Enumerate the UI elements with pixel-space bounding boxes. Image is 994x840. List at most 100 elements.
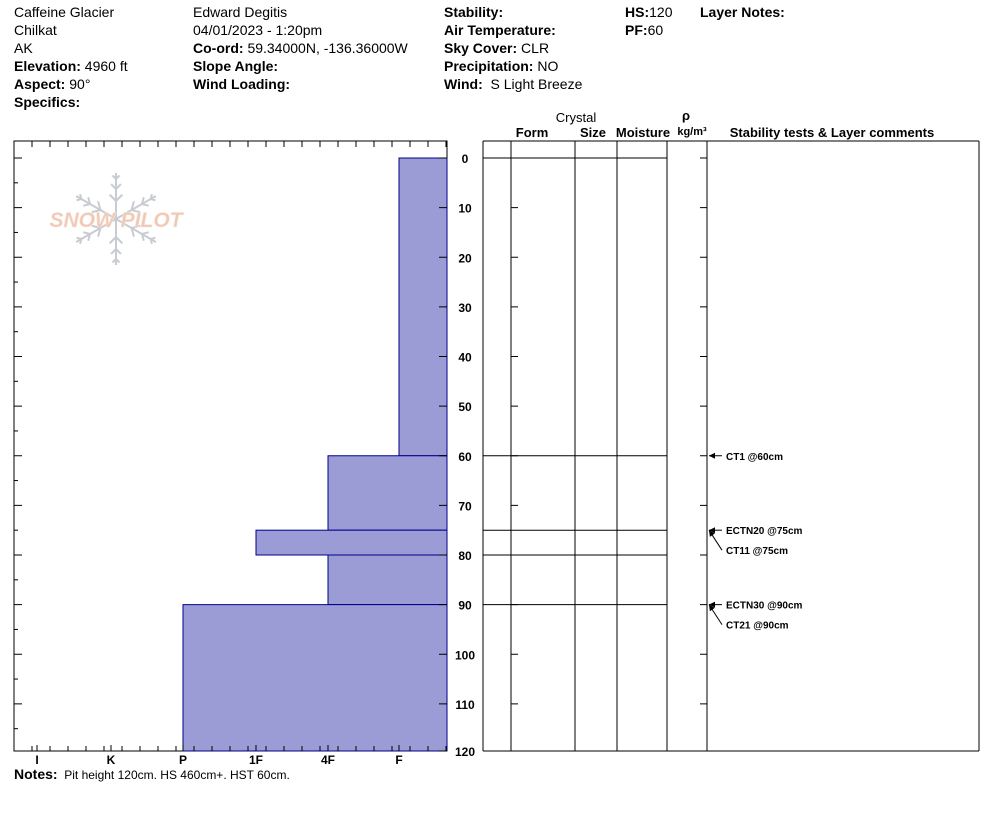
test-arrowhead (709, 452, 715, 459)
density-symbol: ρ (682, 108, 690, 123)
notes-row: Notes: Pit height 120cm. HS 460cm+. HST … (14, 766, 290, 782)
air-temp-label: Air Temperature: (444, 22, 556, 38)
snowflake-branch (115, 183, 122, 190)
snowflake-branch (91, 224, 101, 229)
snowflake-arm (115, 195, 157, 220)
snowflake-branch (149, 193, 153, 200)
snowflake-arm (115, 218, 157, 243)
depth-tick-label: 20 (458, 251, 472, 265)
hardness-bar (327, 455, 448, 531)
snowflake-branch (131, 224, 141, 229)
wind-loading-row: Wind Loading: (193, 75, 408, 93)
depth-tick-label: 40 (458, 351, 472, 365)
test-label: CT1 @60cm (726, 452, 783, 463)
snowflake-branch (141, 233, 145, 242)
stability-test: CT21 @90cm (708, 604, 789, 632)
snowflake-branch (141, 231, 150, 235)
depth-axis: 0 10 20 30 40 50 60 70 80 90 100 110 120 (439, 152, 475, 759)
hardness-tick-label: K (107, 753, 116, 767)
moisture-header: Moisture (616, 125, 670, 140)
snowflake-branch (130, 201, 135, 211)
stability-test: ECTN30 @90cm (709, 601, 803, 612)
snowflake-branch (76, 198, 82, 202)
depth-tick-label: 100 (455, 648, 475, 662)
stability-test: ECTN20 @75cm (709, 526, 803, 537)
wind-loading-label: Wind Loading: (193, 76, 291, 92)
sky-label: Sky Cover: (444, 40, 518, 56)
snowflake-branch (111, 174, 117, 180)
hardness-axis: I K P 1F 4F F (13, 141, 447, 767)
snowflake-branch (82, 231, 91, 235)
hardness-tick-label: 4F (321, 753, 335, 767)
snowflake-branch (108, 236, 117, 245)
location-name: Caffeine Glacier (14, 4, 115, 20)
hardness-bar (255, 529, 448, 556)
aspect-value: 90° (69, 76, 91, 92)
snowflake-branch (87, 196, 91, 205)
depth-tick-label: 50 (458, 400, 472, 414)
snowflake-icon (75, 173, 157, 265)
form-header: Form (516, 125, 549, 140)
snowflake-branch (76, 236, 82, 240)
test-arrowhead (709, 527, 715, 534)
stability-row: Stability: (444, 3, 582, 21)
snowflake-branch (82, 203, 91, 207)
hardness-bar (327, 554, 448, 606)
pf-label: PF: (625, 22, 648, 38)
hs-row: HS:120 (625, 3, 672, 21)
snowflake-branch (97, 201, 102, 211)
observer-name: Edward Degitis (193, 4, 288, 20)
depth-tick-label: 30 (458, 301, 472, 315)
elevation-row: Elevation: 4960 ft (14, 57, 128, 75)
comments-header: Stability tests & Layer comments (730, 125, 934, 140)
stability-test: CT11 @75cm (708, 529, 788, 557)
mountain-range: Chilkat (14, 22, 57, 38)
depth-block: HS:120 PF:60 (625, 3, 672, 39)
pf-value: 60 (647, 22, 664, 38)
notes-label: Notes: (14, 766, 58, 782)
snowflake-branch (141, 203, 150, 207)
snowflake-branch (150, 198, 156, 202)
depth-tick-label: 0 (462, 152, 469, 166)
conditions-block: Stability: Air Temperature: Sky Cover: C… (444, 3, 582, 93)
elevation-value: 4960 ft (84, 58, 128, 74)
snowflake-branch (79, 238, 83, 245)
test-label: CT21 @90cm (726, 621, 789, 632)
depth-tick-label: 90 (458, 599, 472, 613)
test-label: ECTN30 @90cm (726, 601, 803, 612)
hardness-bars (182, 157, 448, 752)
depth-tick-label: 60 (458, 450, 472, 464)
snowflake-branch (87, 233, 91, 242)
pf-row: PF:60 (625, 21, 672, 39)
wind-value: S Light Breeze (490, 76, 583, 92)
coord-row: Co-ord: 59.34000N, -136.36000W (193, 39, 408, 57)
crystal-header: Crystal (556, 110, 597, 125)
air-temp-row: Air Temperature: (444, 21, 582, 39)
precip-value: NO (537, 58, 559, 74)
logo-text: SNOW PILOT (50, 209, 185, 232)
wind-row: Wind: S Light Breeze (444, 75, 582, 93)
layer-table: Crystal Form Size Moisture ρ kg/m³ Stabi… (482, 108, 980, 752)
test-arrowhead (709, 601, 715, 608)
density-unit: kg/m³ (677, 126, 707, 138)
notes-text: Pit height 120cm. HS 460cm+. HST 60cm. (64, 768, 290, 782)
location-block: Caffeine Glacier Chilkat AK Elevation: 4… (14, 3, 128, 111)
stability-tests: CT1 @60cm ECTN20 @75cm CT11 @75cm ECTN30 @9… (708, 452, 803, 632)
layer-notes-label: Layer Notes: (700, 4, 785, 20)
snowflake-branch (97, 227, 102, 237)
depth-tick-label: 70 (458, 499, 472, 513)
test-arrowhead (709, 604, 715, 612)
test-label: CT11 @75cm (726, 546, 788, 557)
hardness-tick-label: I (35, 753, 38, 767)
snowflake-branch (108, 193, 117, 202)
wind-label: Wind: (444, 76, 483, 92)
coord-label: Co-ord: (193, 40, 244, 56)
elevation-label: Elevation: (14, 58, 81, 74)
snowflake-arm (75, 218, 117, 243)
hardness-tick-label: P (179, 753, 187, 767)
snowflake-branch (115, 193, 124, 202)
depth-tick-label: 110 (455, 698, 475, 712)
snowflake-branch (91, 209, 101, 214)
hs-value: 120 (649, 4, 673, 20)
